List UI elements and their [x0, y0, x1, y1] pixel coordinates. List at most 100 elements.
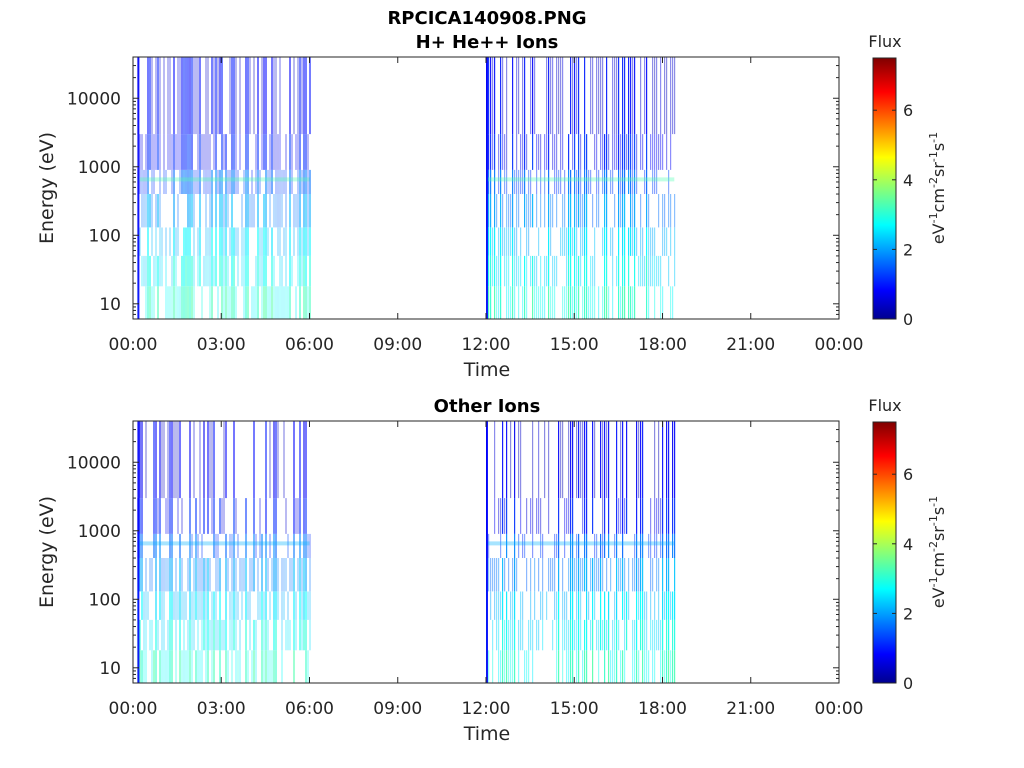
spectrogram-strip [578, 134, 580, 170]
spectrogram-strip [526, 558, 528, 592]
spectrogram-strip [504, 255, 506, 287]
spectrogram-strip [189, 558, 191, 592]
spectrogram-strip [572, 498, 574, 534]
spectrogram-strip [604, 255, 606, 287]
spectrogram-strip [167, 498, 169, 534]
spectrogram-strip [584, 194, 586, 228]
spectrogram-strip [259, 169, 261, 194]
spectrogram-strip [229, 57, 231, 135]
spectrogram-strip [175, 286, 177, 319]
spectrogram-strip [512, 286, 514, 319]
spectrogram-strip [215, 591, 217, 620]
spectrogram-strip [173, 57, 175, 135]
spectrogram-strip [616, 533, 618, 558]
spectrogram-strip [592, 57, 594, 135]
spectrogram-strip [632, 650, 634, 683]
spectrogram-strip [261, 591, 263, 620]
spectrogram-strip [604, 591, 606, 620]
spectrogram-strip [275, 421, 277, 499]
spectrogram-strip [622, 194, 624, 228]
spectrogram-strip [634, 255, 636, 287]
spectrogram-strip [189, 57, 191, 135]
spectrogram-strip [217, 169, 219, 194]
spectrogram-strip [243, 255, 245, 287]
spectrogram-strip [612, 619, 614, 651]
spectrogram-strip [592, 194, 594, 228]
x-tick-label: 03:00 [197, 699, 246, 719]
spectrogram-strip [640, 227, 642, 256]
spectrogram-strip [259, 498, 261, 534]
spectrogram-strip [261, 134, 263, 170]
spectrogram [137, 57, 676, 319]
spectrogram-strip [281, 194, 283, 228]
spectrogram-strip [225, 227, 227, 256]
spectrogram-strip [275, 591, 277, 620]
spectrogram-strip [179, 591, 181, 620]
spectrogram-strip [490, 134, 492, 170]
spectrogram-strip [231, 286, 233, 319]
spectrogram-strip [528, 169, 530, 194]
spectrogram-strip [518, 619, 520, 651]
spectrogram-strip [183, 57, 185, 135]
spectrogram-strip [165, 286, 167, 319]
spectrogram-strip [574, 255, 576, 287]
spectrogram-strip [167, 650, 169, 683]
spectrogram-strip [141, 498, 143, 534]
spectrogram-strip [209, 619, 211, 651]
x-axis: 00:00 03:00 06:00 09:00 12:00 15:00 18:00 21:00… [109, 57, 864, 355]
spectrogram-strip [588, 286, 590, 319]
spectrogram-strip [632, 194, 634, 228]
spectrogram-strip [305, 650, 307, 683]
spectrogram-strip [508, 286, 510, 319]
spectrogram-strip [185, 591, 187, 620]
spectrogram-strip [287, 619, 289, 651]
spectrogram-strip [285, 619, 287, 651]
spectrogram-strip [604, 533, 606, 558]
spectrogram-strip [528, 619, 530, 651]
spectrogram-strip [283, 169, 285, 194]
spectrogram-strip [504, 134, 506, 170]
spectrogram-strip [173, 227, 175, 256]
spectrogram-strip [666, 619, 668, 651]
y-tick-label: 1000 [78, 158, 121, 178]
spectrogram-strip [247, 169, 249, 194]
spectrogram-strip [223, 134, 225, 170]
spectrogram-strip [141, 194, 143, 228]
spectrogram-strip [215, 57, 217, 135]
spectrogram-strip [141, 169, 143, 194]
spectrogram-strip [640, 533, 642, 558]
spectrogram-strip [171, 421, 173, 499]
spectrogram-strip [652, 134, 654, 170]
spectrogram-strip [213, 591, 215, 620]
spectrogram-strip [594, 421, 596, 499]
spectrogram-strip [299, 194, 301, 228]
spectrogram-strip [566, 498, 568, 534]
spectrogram-strip [257, 591, 259, 620]
spectrogram-strip [227, 194, 229, 228]
spectrogram-strip [193, 286, 195, 319]
spectrogram-strip [201, 286, 203, 319]
spectrogram-strip [307, 194, 309, 228]
spectrogram-strip [169, 619, 171, 651]
spectrogram-strip [620, 498, 622, 534]
spectrogram-strip [277, 194, 279, 228]
spectrogram-strip [626, 619, 628, 651]
spectrogram-strip [177, 591, 179, 620]
spectrogram-strip [145, 134, 147, 170]
spectrogram-strip [636, 227, 638, 256]
spectrogram-strip [265, 421, 267, 499]
spectrogram-strip [171, 591, 173, 620]
spectrogram-strip [668, 421, 670, 499]
spectrogram-strip [612, 255, 614, 287]
spectrogram-strip [293, 591, 295, 620]
spectrogram-strip [654, 255, 656, 287]
spectrogram-strip [522, 591, 524, 620]
spectrogram-strip [634, 194, 636, 228]
spectrogram-strip [560, 421, 562, 499]
spectrogram-strip [512, 650, 514, 683]
spectrogram-strip [253, 421, 255, 499]
spectrogram-strip [568, 558, 570, 592]
spectrogram-strip [211, 650, 213, 683]
spectrogram-strip [277, 227, 279, 256]
spectrogram-strip [578, 591, 580, 620]
